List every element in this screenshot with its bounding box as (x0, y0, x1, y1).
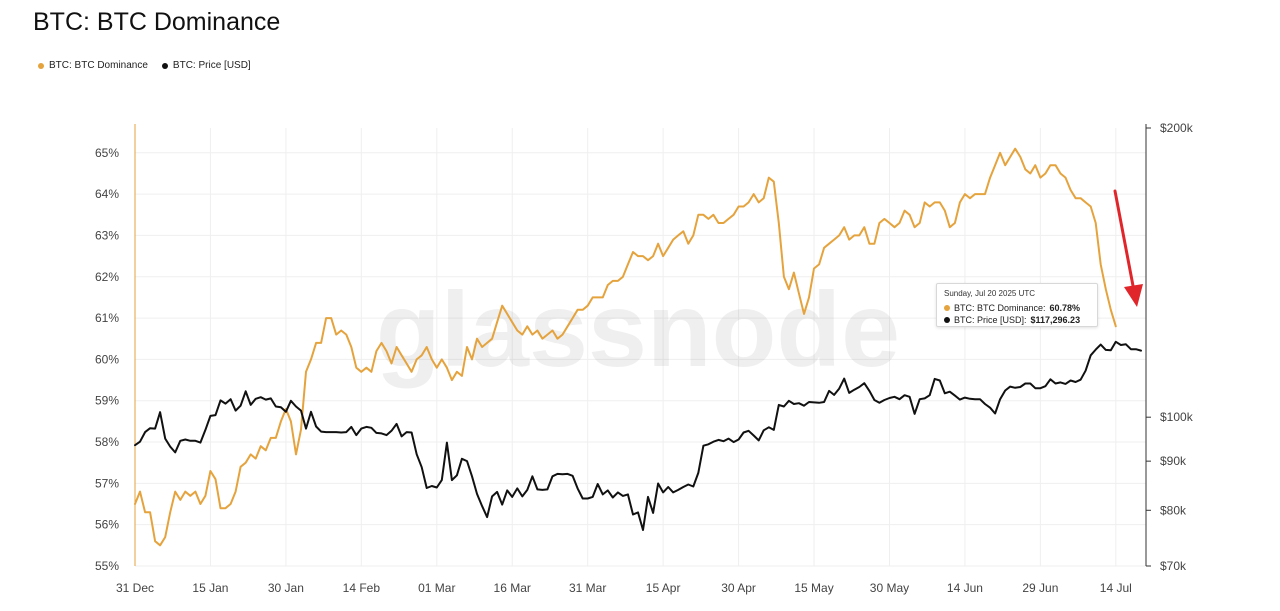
x-axis-tick-label: 30 Apr (721, 581, 756, 595)
left-axis-tick-label: 60% (95, 352, 119, 366)
annotation-arrow-head (1124, 284, 1143, 307)
right-axis-tick-label: $80k (1160, 503, 1187, 517)
tooltip-value-price: $117,296.23 (1030, 315, 1081, 325)
series-line-dominance[interactable] (134, 147, 1117, 547)
x-axis-tick-label: 14 Feb (343, 581, 381, 595)
x-axis-tick-label: 14 Jun (947, 581, 983, 595)
chart-legend: BTC: BTC Dominance BTC: Price [USD] (38, 60, 251, 71)
left-axis-tick-label: 57% (95, 476, 119, 490)
x-axis-tick-label: 30 Jan (268, 581, 304, 595)
legend-label-dominance: BTC: BTC Dominance (49, 60, 148, 71)
chart-lines (134, 147, 1142, 547)
legend-item-price[interactable]: BTC: Price [USD] (161, 60, 251, 71)
tooltip-value-dominance: 60.78% (1049, 303, 1081, 313)
right-axis-tick-label: $90k (1160, 454, 1187, 468)
watermark: glassnode (376, 271, 900, 389)
legend-label-price: BTC: Price [USD] (172, 60, 251, 71)
tooltip-dot-dominance (944, 305, 950, 311)
left-axis-tick-label: 63% (95, 228, 119, 242)
right-axis-tick-label: $100k (1160, 410, 1194, 424)
tooltip-dot-price (944, 317, 950, 323)
legend-dot-price (161, 62, 168, 69)
left-axis-tick-label: 58% (95, 435, 119, 449)
left-axis-tick-label: 61% (95, 311, 119, 325)
x-axis-tick-label: 31 Mar (569, 581, 606, 595)
right-axis-tick-label: $200k (1160, 121, 1194, 135)
tooltip: Sunday, Jul 20 2025 UTC BTC: BTC Dominan… (936, 283, 1098, 327)
x-axis-tick-label: 15 Jan (192, 581, 228, 595)
tooltip-label-dominance: BTC: BTC Dominance: (954, 303, 1046, 313)
tooltip-row-price: BTC: Price [USD]: $117,296.23 (944, 314, 1090, 326)
left-axis-tick-label: 55% (95, 559, 119, 573)
x-axis-tick-label: 14 Jul (1100, 581, 1132, 595)
tooltip-label-price: BTC: Price [USD]: (954, 315, 1027, 325)
left-axis-tick-label: 64% (95, 187, 119, 201)
x-axis-tick-label: 15 Apr (646, 581, 681, 595)
left-axis-tick-label: 62% (95, 270, 119, 284)
chart-title: BTC: BTC Dominance (33, 8, 281, 36)
x-axis-tick-label: 15 May (794, 581, 833, 595)
x-axis-tick-label: 16 Mar (494, 581, 531, 595)
left-axis-tick-label: 65% (95, 146, 119, 160)
series-line-price[interactable] (134, 340, 1142, 531)
legend-dot-dominance (38, 62, 44, 69)
x-axis-tick-label: 30 May (870, 581, 909, 595)
legend-item-dominance[interactable]: BTC: BTC Dominance (38, 60, 148, 71)
chart-axes: 55% 56% 57% 58% 59% 60% 61% 62% 63% 64% 65% 31 Dec 1… (95, 121, 1194, 595)
tooltip-date: Sunday, Jul 20 2025 UTC (944, 289, 1036, 298)
x-axis-tick-label: 29 Jun (1022, 581, 1058, 595)
x-axis-tick-label: 01 Mar (418, 581, 455, 595)
chart-annotations (1113, 189, 1143, 307)
annotation-arrow-shaft (1113, 189, 1136, 293)
left-axis-tick-label: 56% (95, 518, 119, 532)
x-axis-tick-label: 31 Dec (116, 581, 154, 595)
left-axis-tick-label: 59% (95, 394, 119, 408)
right-axis-tick-label: $70k (1160, 559, 1187, 573)
tooltip-row-dominance: BTC: BTC Dominance: 60.78% (944, 302, 1090, 314)
